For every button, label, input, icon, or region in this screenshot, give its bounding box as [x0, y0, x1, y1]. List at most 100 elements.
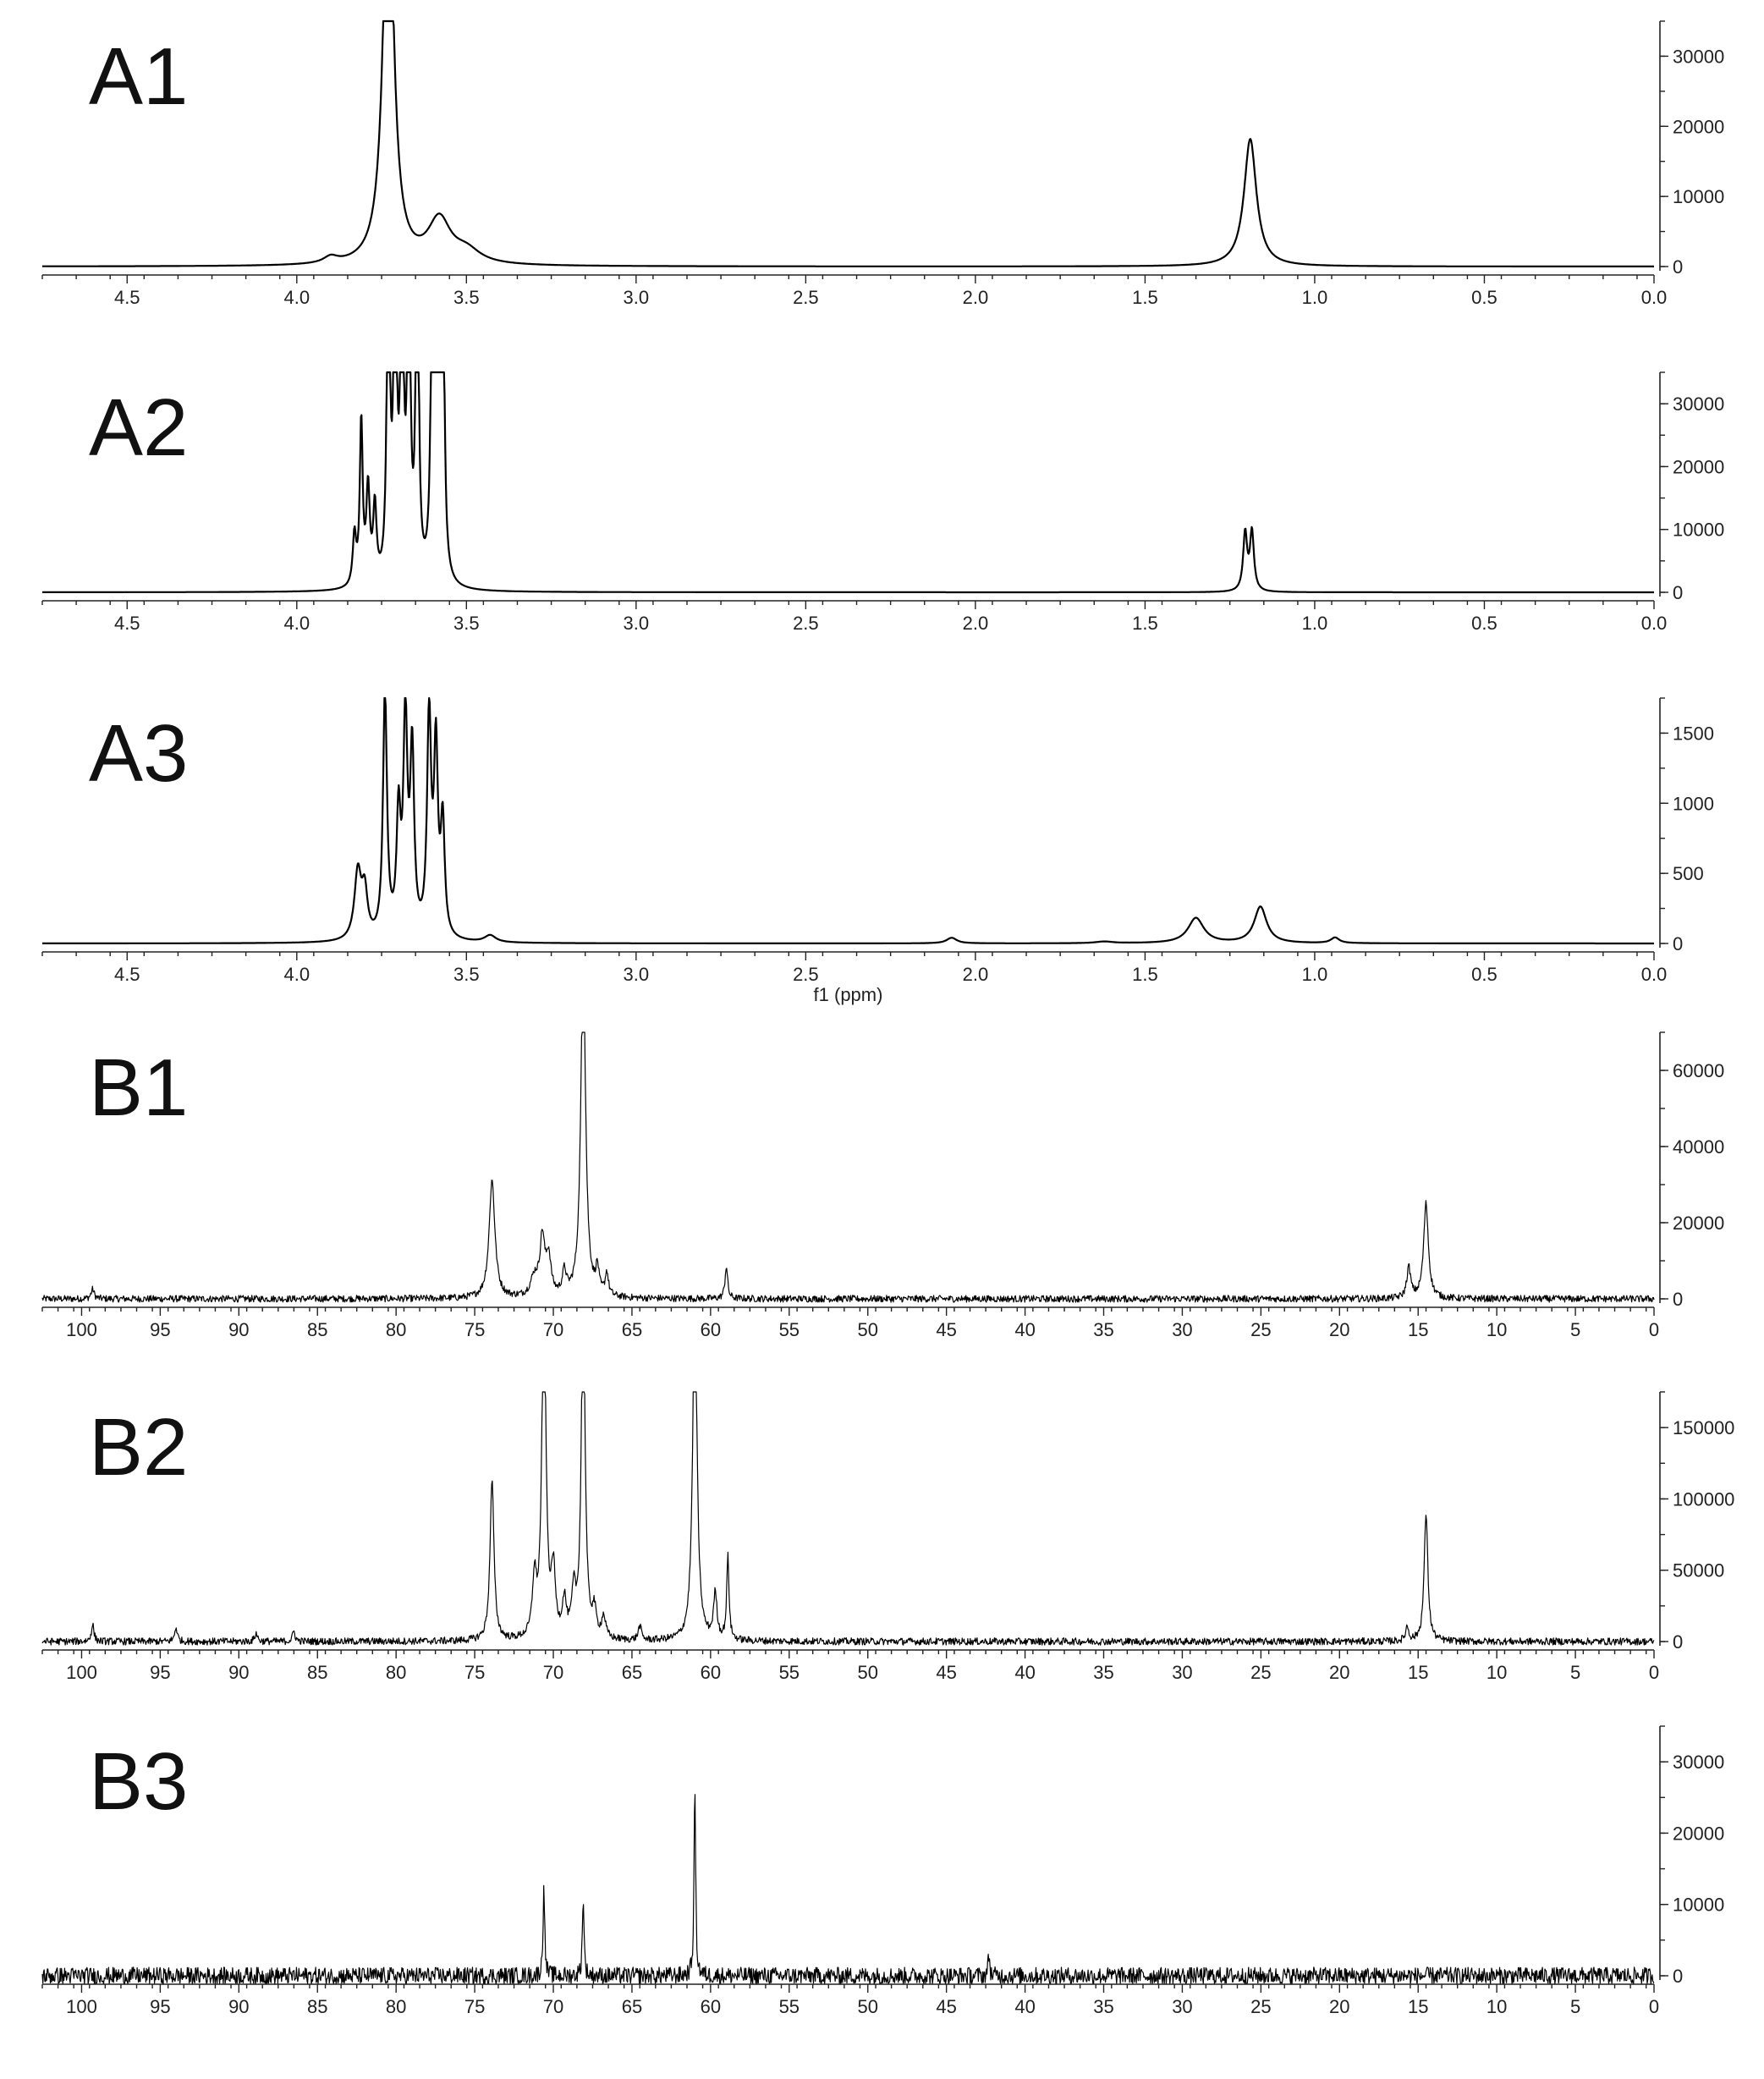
x-tick-label: 1.5 — [1132, 964, 1158, 985]
x-tick-label: 4.0 — [283, 287, 310, 308]
x-tick-label: 85 — [307, 1319, 327, 1340]
x-tick-label: 65 — [622, 1319, 642, 1340]
x-tick-label: 20 — [1329, 1996, 1349, 2017]
x-tick-label: 0.0 — [1641, 613, 1668, 634]
x-tick-label: 85 — [307, 1996, 327, 2017]
y-tick-label: 30000 — [1673, 1752, 1724, 1773]
x-tick-label: 40 — [1014, 1662, 1035, 1683]
x-tick-label: 5 — [1570, 1996, 1580, 2017]
x-tick-label: 5 — [1570, 1662, 1580, 1683]
panel-label: A2 — [89, 382, 188, 473]
x-tick-label: 60 — [701, 1662, 721, 1683]
y-tick-label: 10000 — [1673, 186, 1724, 207]
x-tick-label: 10 — [1486, 1662, 1507, 1683]
x-tick-label: 75 — [464, 1319, 485, 1340]
x-tick-label: 2.5 — [793, 613, 819, 634]
x-tick-label: 65 — [622, 1996, 642, 2017]
x-tick-label: 0.5 — [1471, 287, 1497, 308]
x-tick-label: 4.5 — [114, 964, 140, 985]
x-tick-label: 2.5 — [793, 287, 819, 308]
x-tick-label: 2.0 — [963, 287, 989, 308]
x-tick-label: 35 — [1093, 1319, 1113, 1340]
x-tick-label: 15 — [1408, 1662, 1428, 1683]
panel-label: A1 — [89, 31, 188, 122]
x-tick-label: 10 — [1486, 1319, 1507, 1340]
y-tick-label: 10000 — [1673, 520, 1724, 541]
x-tick-label: 0.0 — [1641, 964, 1668, 985]
spectrum-trace — [41, 696, 1655, 945]
x-tick-label: 55 — [779, 1319, 800, 1340]
spectrum-trace — [41, 1794, 1655, 1985]
x-tick-label: 3.5 — [453, 964, 480, 985]
x-tick-label: 15 — [1408, 1319, 1428, 1340]
x-tick-label: 95 — [150, 1996, 170, 2017]
x-tick-label: 85 — [307, 1662, 327, 1683]
x-tick-label: 2.0 — [963, 964, 989, 985]
panel-label: A3 — [89, 708, 188, 799]
y-tick-label: 0 — [1673, 1966, 1683, 1987]
panel-label: B2 — [89, 1402, 188, 1493]
chart-panel-a3: A3 4.5 4.0 3.5 3.0 2.5 2.0 1.5 1.0 0.5 0.0 f1 (ppm)… — [41, 696, 1714, 1005]
x-tick-label: 100 — [66, 1662, 97, 1683]
x-tick-label: 90 — [228, 1662, 249, 1683]
y-tick-label: 1000 — [1673, 793, 1714, 814]
x-tick-label: 100 — [66, 1319, 97, 1340]
y-tick-label: 60000 — [1673, 1060, 1724, 1081]
x-tick-label: 4.5 — [114, 287, 140, 308]
x-tick-label: 0.0 — [1641, 287, 1668, 308]
spectrum-trace — [41, 1031, 1655, 1303]
x-tick-label: 100 — [66, 1996, 97, 2017]
x-tick-label: 40 — [1014, 1319, 1035, 1340]
y-tick-label: 0 — [1673, 933, 1683, 954]
x-tick-label: 50 — [857, 1319, 877, 1340]
x-tick-label: 50 — [857, 1662, 877, 1683]
x-tick-label: 55 — [779, 1996, 800, 2017]
y-tick-label: 30000 — [1673, 46, 1724, 67]
x-tick-label: 1.0 — [1302, 964, 1328, 985]
x-tick-label: 30 — [1172, 1996, 1192, 2017]
y-tick-label: 1500 — [1673, 723, 1714, 744]
y-tick-label: 0 — [1673, 582, 1683, 603]
x-tick-label: 35 — [1093, 1662, 1113, 1683]
x-tick-label: 70 — [543, 1319, 563, 1340]
y-tick-label: 40000 — [1673, 1136, 1724, 1158]
x-tick-label: 60 — [701, 1319, 721, 1340]
x-tick-label: 0 — [1649, 1319, 1659, 1340]
x-tick-label: 70 — [543, 1996, 563, 2017]
x-tick-label: 1.5 — [1132, 613, 1158, 634]
y-tick-label: 0 — [1673, 1631, 1683, 1653]
x-tick-label: 90 — [228, 1319, 249, 1340]
y-tick-label: 150000 — [1673, 1417, 1734, 1438]
x-tick-label: 40 — [1014, 1996, 1035, 2017]
x-tick-label: 45 — [936, 1662, 956, 1683]
x-tick-label: 50 — [857, 1996, 877, 2017]
x-tick-label: 15 — [1408, 1996, 1428, 2017]
y-tick-label: 20000 — [1673, 456, 1724, 477]
x-tick-label: 20 — [1329, 1662, 1349, 1683]
y-tick-label: 500 — [1673, 863, 1704, 884]
x-tick-label: 20 — [1329, 1319, 1349, 1340]
x-tick-label: 4.5 — [114, 613, 140, 634]
y-tick-label: 20000 — [1673, 1213, 1724, 1234]
x-tick-label: 3.5 — [453, 287, 480, 308]
x-tick-label: 3.0 — [624, 613, 650, 634]
y-tick-label: 100000 — [1673, 1488, 1734, 1510]
x-tick-label: 0 — [1649, 1996, 1659, 2017]
x-tick-label: 30 — [1172, 1319, 1192, 1340]
x-tick-label: 3.0 — [624, 287, 650, 308]
y-tick-label: 20000 — [1673, 1823, 1724, 1844]
x-tick-label: 75 — [464, 1996, 485, 2017]
x-tick-label: 70 — [543, 1662, 563, 1683]
chart-panel-a1: A1 4.5 4.0 3.5 3.0 2.5 2.0 1.5 1.0 0.5 0.00 10000 20… — [41, 19, 1724, 308]
spectrum-trace — [41, 1391, 1655, 1646]
x-tick-label: 0.5 — [1471, 613, 1497, 634]
x-tick-label: 3.0 — [624, 964, 650, 985]
x-tick-label: 4.0 — [283, 613, 310, 634]
x-tick-label: 1.0 — [1302, 613, 1328, 634]
spectrum-trace — [41, 371, 1655, 594]
x-tick-label: 25 — [1250, 1996, 1271, 2017]
x-tick-label: 35 — [1093, 1996, 1113, 2017]
x-tick-label: 2.5 — [793, 964, 819, 985]
